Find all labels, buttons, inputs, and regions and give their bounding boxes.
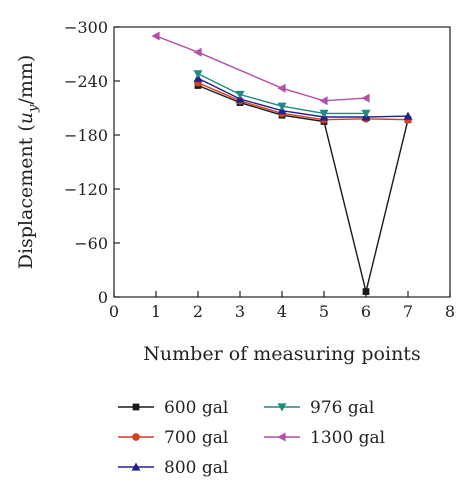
series-layer — [151, 31, 413, 295]
data-point — [361, 93, 370, 103]
y-tick-label: −120 — [64, 180, 108, 199]
x-tick-label: 0 — [109, 302, 119, 321]
data-point — [403, 111, 413, 120]
legend-item: 600 gal — [118, 398, 228, 418]
data-point — [319, 109, 329, 118]
series-line — [155, 35, 367, 102]
series-line — [197, 82, 409, 121]
y-tick-label: −300 — [64, 18, 108, 37]
y-tick-label: −180 — [64, 126, 108, 145]
series-1300-gal — [151, 31, 370, 106]
legend-item: 800 gal — [118, 458, 228, 478]
legend-marker — [132, 403, 140, 411]
data-point — [362, 288, 370, 295]
legend-marker — [277, 403, 287, 412]
data-point — [277, 102, 287, 111]
data-point — [277, 83, 286, 93]
y-tick-label: 0 — [98, 288, 108, 307]
x-tick-label: 5 — [319, 302, 329, 321]
y-tick-label: −60 — [74, 234, 108, 253]
plot-axes: 0 1 2 3 4 5 6 7 8 0 −60 −120 −180 −240 −300 — [64, 18, 455, 321]
legend-item: 1300 gal — [264, 428, 385, 448]
data-point — [235, 90, 245, 99]
x-axis-label: Number of measuring points — [143, 343, 420, 365]
x-tick-label: 2 — [193, 302, 203, 321]
legend-label: 600 gal — [164, 398, 228, 418]
legend-label: 976 gal — [310, 398, 374, 418]
series-976-gal — [193, 70, 371, 118]
legend-marker — [277, 432, 286, 442]
legend-item: 700 gal — [118, 428, 228, 448]
data-point — [193, 47, 202, 57]
x-tick-label: 3 — [235, 302, 245, 321]
legend-label: 1300 gal — [310, 428, 385, 448]
x-tick-label: 1 — [151, 302, 161, 321]
data-point — [193, 70, 203, 79]
legend-marker — [131, 462, 141, 471]
data-point — [319, 96, 328, 106]
data-point — [151, 31, 160, 41]
legend-item: 976 gal — [264, 398, 374, 418]
legend-label: 700 gal — [164, 428, 228, 448]
data-point — [361, 109, 371, 118]
legend-marker — [132, 433, 140, 441]
series-line — [197, 84, 409, 292]
x-tick-label: 7 — [403, 302, 413, 321]
series-line — [197, 77, 409, 118]
y-axis-label: Displacement (uy/mm) — [15, 55, 41, 270]
x-tick-label: 6 — [361, 302, 371, 321]
legend-label: 800 gal — [164, 458, 228, 478]
plot-frame — [113, 26, 451, 298]
y-tick-label: −240 — [64, 72, 108, 91]
legend: 600 gal 700 gal 800 gal 976 gal 1300 gal — [118, 398, 385, 478]
x-tick-label: 8 — [445, 302, 455, 321]
x-tick-label: 4 — [277, 302, 287, 321]
